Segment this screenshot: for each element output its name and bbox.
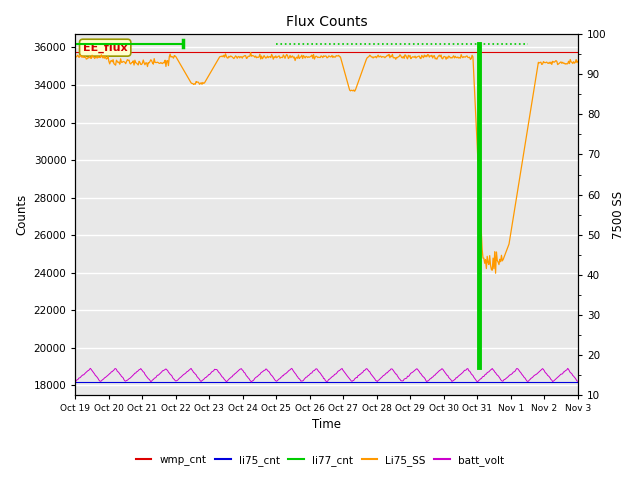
Legend: wmp_cnt, li75_cnt, li77_cnt, Li75_SS, batt_volt: wmp_cnt, li75_cnt, li77_cnt, Li75_SS, ba…	[131, 451, 509, 470]
X-axis label: Time: Time	[312, 419, 341, 432]
Text: EE_flux: EE_flux	[83, 43, 127, 53]
Title: Flux Counts: Flux Counts	[285, 15, 367, 29]
Y-axis label: 7500 SS: 7500 SS	[612, 191, 625, 239]
Y-axis label: Counts: Counts	[15, 194, 28, 235]
